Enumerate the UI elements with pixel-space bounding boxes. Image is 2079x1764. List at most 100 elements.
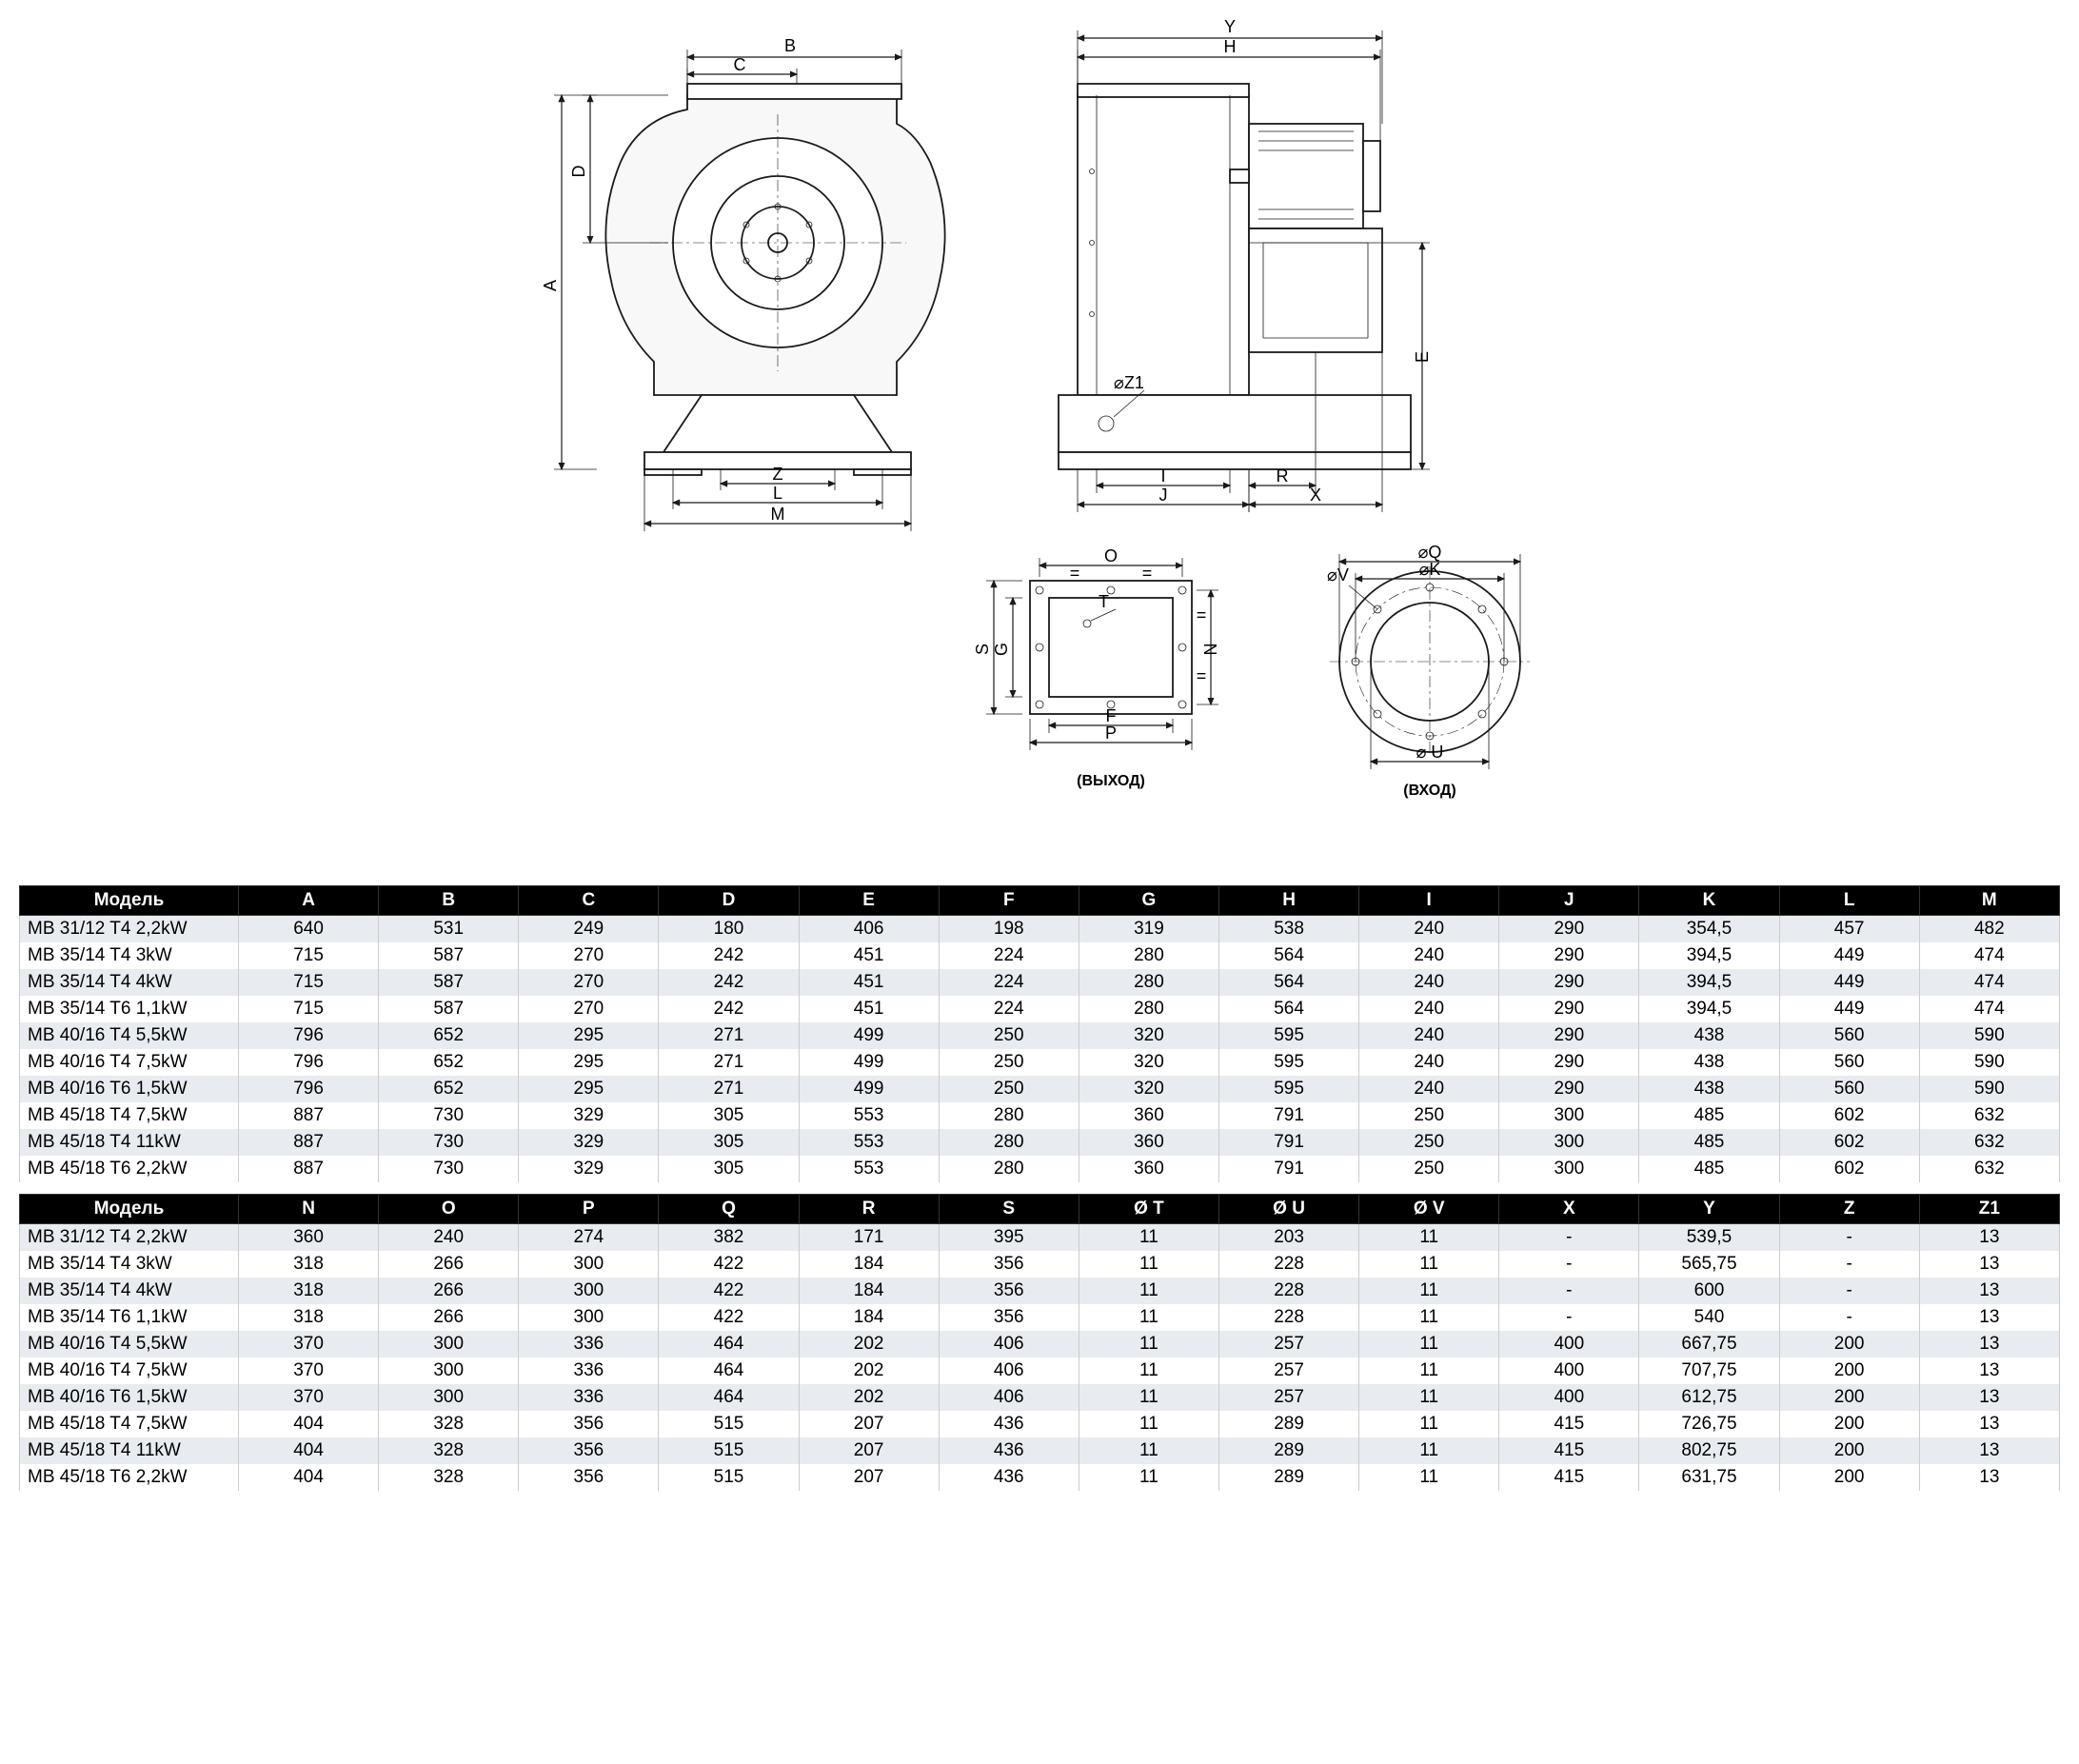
value-cell: 564: [1218, 942, 1358, 969]
model-cell: MB 31/12 T4 2,2kW: [20, 1224, 239, 1252]
column-header: S: [939, 1195, 1079, 1224]
value-cell: 13: [1919, 1331, 2059, 1358]
value-cell: 715: [239, 942, 379, 969]
model-cell: MB 40/16 T6 1,5kW: [20, 1384, 239, 1411]
value-cell: 395: [939, 1224, 1079, 1252]
dimension-table-1: МодельABCDEFGHIJKLMMB 31/12 T4 2,2kW6405…: [19, 885, 2060, 1182]
value-cell: 726,75: [1639, 1411, 1779, 1437]
value-cell: 224: [939, 942, 1079, 969]
value-cell: 595: [1218, 1049, 1358, 1076]
value-cell: 406: [939, 1384, 1079, 1411]
column-header: P: [519, 1195, 659, 1224]
value-cell: 207: [799, 1411, 939, 1437]
table-row: MB 35/14 T6 1,1kW31826630042218435611228…: [20, 1304, 2060, 1331]
value-cell: 715: [239, 996, 379, 1022]
table-row: MB 40/16 T4 7,5kW37030033646420240611257…: [20, 1358, 2060, 1384]
column-header: Z1: [1919, 1195, 2059, 1224]
value-cell: 394,5: [1639, 969, 1779, 996]
model-cell: MB 35/14 T6 1,1kW: [20, 1304, 239, 1331]
value-cell: 295: [519, 1049, 659, 1076]
value-cell: 560: [1779, 1076, 1919, 1102]
dim-c: C: [734, 55, 746, 74]
value-cell: 590: [1919, 1076, 2059, 1102]
value-cell: 436: [939, 1437, 1079, 1464]
value-cell: 290: [1499, 969, 1639, 996]
value-cell: 11: [1079, 1437, 1218, 1464]
value-cell: 406: [939, 1358, 1079, 1384]
dim-a: A: [541, 280, 560, 291]
value-cell: 667,75: [1639, 1331, 1779, 1358]
value-cell: 394,5: [1639, 942, 1779, 969]
value-cell: 360: [1079, 1102, 1218, 1129]
value-cell: 11: [1359, 1278, 1499, 1304]
model-cell: MB 31/12 T4 2,2kW: [20, 916, 239, 943]
value-cell: -: [1779, 1251, 1919, 1278]
value-cell: 300: [519, 1304, 659, 1331]
value-cell: 11: [1079, 1358, 1218, 1384]
dim-n: N: [1201, 644, 1220, 656]
value-cell: 887: [239, 1129, 379, 1156]
value-cell: 485: [1639, 1102, 1779, 1129]
dimension-tables: МодельABCDEFGHIJKLMMB 31/12 T4 2,2kW6405…: [19, 885, 2060, 1491]
column-header: A: [239, 886, 379, 916]
value-cell: 300: [379, 1384, 519, 1411]
value-cell: 438: [1639, 1022, 1779, 1049]
value-cell: 295: [519, 1022, 659, 1049]
value-cell: 290: [1499, 942, 1639, 969]
table-row: MB 45/18 T4 7,5kW40432835651520743611289…: [20, 1411, 2060, 1437]
value-cell: 290: [1499, 1049, 1639, 1076]
value-cell: 228: [1218, 1251, 1358, 1278]
model-cell: MB 35/14 T4 4kW: [20, 969, 239, 996]
value-cell: 632: [1919, 1156, 2059, 1182]
value-cell: 370: [239, 1358, 379, 1384]
value-cell: 184: [799, 1278, 939, 1304]
table-row: MB 45/18 T4 11kW404328356515207436112891…: [20, 1437, 2060, 1464]
value-cell: 457: [1779, 916, 1919, 943]
value-cell: 612,75: [1639, 1384, 1779, 1411]
model-cell: MB 40/16 T4 5,5kW: [20, 1331, 239, 1358]
table-row: MB 45/18 T4 7,5kW88773032930555328036079…: [20, 1102, 2060, 1129]
svg-text:=: =: [1197, 605, 1207, 624]
value-cell: 13: [1919, 1384, 2059, 1411]
column-header: Q: [659, 1195, 799, 1224]
value-cell: 564: [1218, 969, 1358, 996]
value-cell: 382: [659, 1224, 799, 1252]
value-cell: 560: [1779, 1022, 1919, 1049]
value-cell: 11: [1079, 1251, 1218, 1278]
value-cell: 11: [1079, 1464, 1218, 1491]
value-cell: -: [1779, 1278, 1919, 1304]
value-cell: 587: [379, 996, 519, 1022]
column-header-model: Модель: [20, 886, 239, 916]
column-header: B: [379, 886, 519, 916]
table-row: MB 40/16 T6 1,5kW79665229527149925032059…: [20, 1076, 2060, 1102]
dim-g: G: [992, 643, 1011, 656]
value-cell: 796: [239, 1076, 379, 1102]
value-cell: 280: [1079, 996, 1218, 1022]
value-cell: 11: [1359, 1358, 1499, 1384]
table-row: MB 35/14 T4 4kW7155872702424512242805642…: [20, 969, 2060, 996]
value-cell: 590: [1919, 1049, 2059, 1076]
value-cell: 290: [1499, 1076, 1639, 1102]
value-cell: 240: [1359, 916, 1499, 943]
value-cell: 228: [1218, 1278, 1358, 1304]
value-cell: 652: [379, 1076, 519, 1102]
value-cell: 11: [1079, 1331, 1218, 1358]
inlet-label: (ВХОД): [1403, 783, 1456, 799]
value-cell: 318: [239, 1278, 379, 1304]
value-cell: 289: [1218, 1437, 1358, 1464]
outlet-label: (ВЫХОД): [1077, 773, 1145, 789]
value-cell: 539,5: [1639, 1224, 1779, 1252]
value-cell: 796: [239, 1022, 379, 1049]
value-cell: 438: [1639, 1049, 1779, 1076]
value-cell: 730: [379, 1156, 519, 1182]
value-cell: 250: [939, 1076, 1079, 1102]
value-cell: 300: [519, 1278, 659, 1304]
value-cell: 356: [519, 1437, 659, 1464]
value-cell: 228: [1218, 1304, 1358, 1331]
value-cell: 590: [1919, 1022, 2059, 1049]
value-cell: 320: [1079, 1022, 1218, 1049]
dim-l: L: [773, 484, 782, 503]
value-cell: 280: [939, 1156, 1079, 1182]
value-cell: 436: [939, 1464, 1079, 1491]
svg-text:=: =: [1142, 564, 1153, 583]
